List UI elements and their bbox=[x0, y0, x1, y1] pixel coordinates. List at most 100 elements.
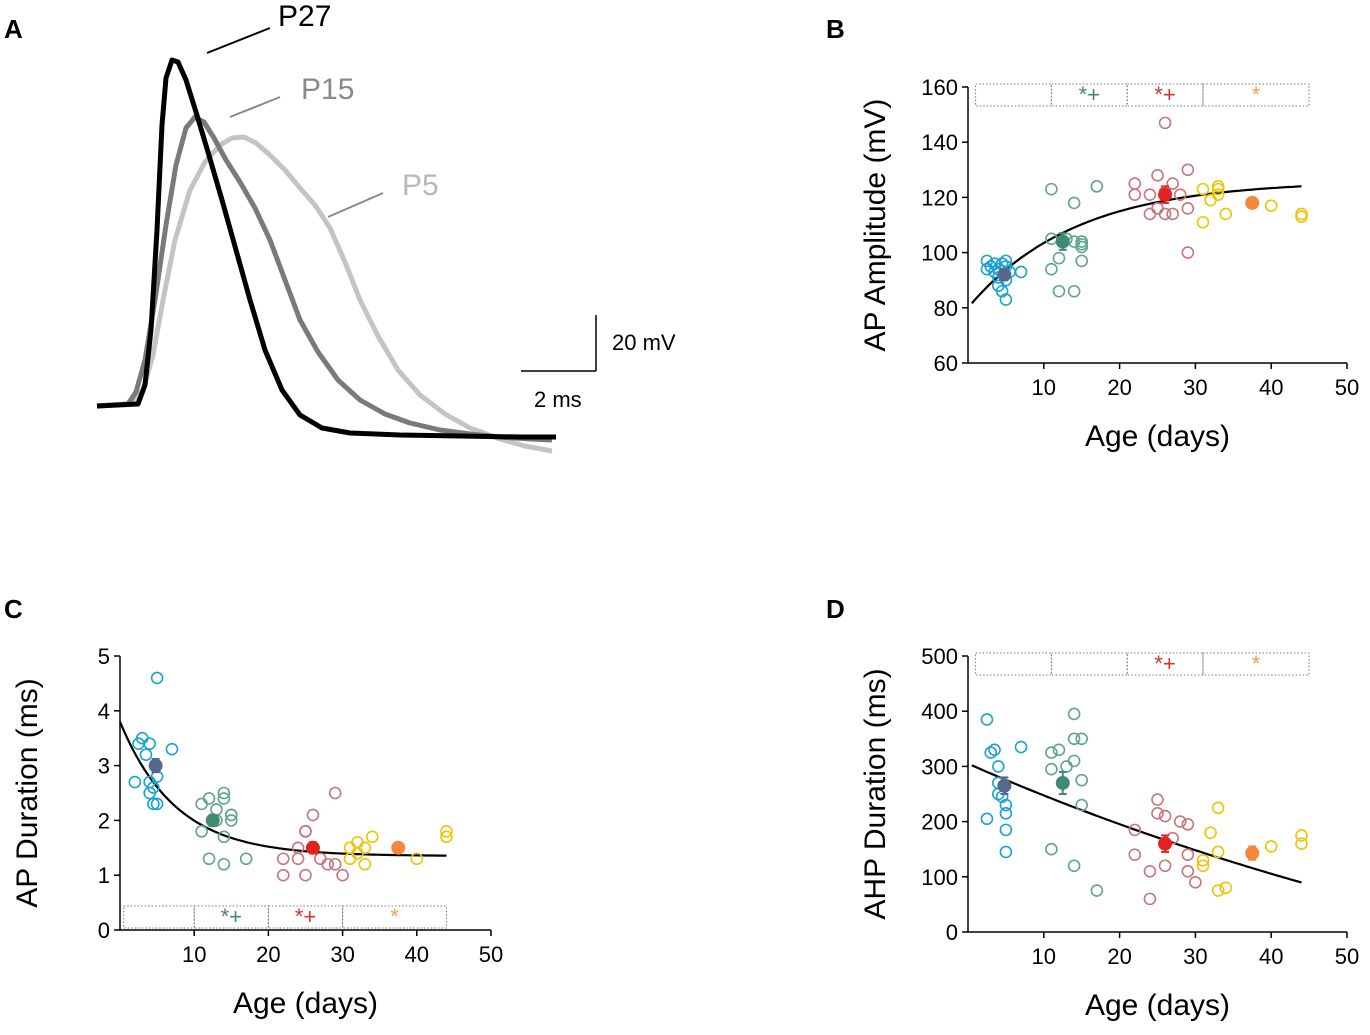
data-point-p27 bbox=[1128, 177, 1142, 190]
chart-ahp-duration: 0 100 200 300 400 500 10 20 30 40 50 Age (days) AHP … bbox=[859, 644, 1359, 1022]
data-point-p5 bbox=[147, 797, 160, 811]
trace-p27 bbox=[96, 57, 556, 440]
trace-p5 bbox=[96, 134, 553, 454]
data-point-p27 bbox=[276, 852, 290, 866]
data-point-p27 bbox=[299, 868, 312, 882]
data-point-p5 bbox=[150, 797, 164, 811]
data-point-p15 bbox=[1075, 254, 1088, 268]
data-point-adult bbox=[1204, 826, 1217, 839]
y-tick-label: 200 bbox=[921, 810, 958, 835]
y-tick-label: 100 bbox=[921, 241, 958, 266]
data-point-p27 bbox=[336, 868, 349, 882]
y-tick-label: 120 bbox=[921, 185, 958, 210]
data-point-adult bbox=[1196, 215, 1210, 229]
data-point-p27 bbox=[1181, 818, 1195, 831]
data-point-p27 bbox=[1173, 188, 1187, 201]
data-point-p27 bbox=[1158, 809, 1172, 823]
data-point-p27 bbox=[328, 786, 342, 800]
x-tick-label: 40 bbox=[1259, 375, 1283, 400]
data-point-p15 bbox=[217, 786, 231, 800]
data-point-p15 bbox=[1075, 732, 1088, 746]
data-point-adult bbox=[351, 836, 364, 849]
trace-label-line-p15 bbox=[229, 96, 281, 118]
x-tick-label: 30 bbox=[330, 942, 354, 967]
data-point-p15 bbox=[195, 797, 208, 811]
data-point-adult bbox=[1219, 207, 1233, 221]
x-axis-title: Age (days) bbox=[1085, 989, 1230, 1022]
x-tick-label: 50 bbox=[1335, 375, 1359, 400]
significance-box bbox=[1050, 652, 1128, 676]
data-point-p27 bbox=[321, 857, 335, 871]
data-point-p15 bbox=[1045, 746, 1058, 759]
scale-label-voltage: 20 mV bbox=[612, 330, 676, 355]
x-tick-label: 30 bbox=[1183, 375, 1207, 400]
chart-ap-duration: 0 1 2 3 4 5 10 20 30 40 50 Age (days) AP Duration (m… bbox=[11, 644, 503, 1020]
data-point-p15 bbox=[1067, 707, 1081, 721]
significance-box bbox=[975, 83, 1052, 107]
x-tick-label: 50 bbox=[1335, 944, 1359, 969]
panel-label-d: D bbox=[826, 594, 845, 624]
data-point-p5 bbox=[999, 845, 1013, 859]
fit-curve bbox=[971, 764, 1302, 884]
data-point-p15 bbox=[202, 792, 216, 805]
x-tick-label: 20 bbox=[1107, 944, 1131, 969]
data-point-p27 bbox=[1158, 116, 1172, 130]
data-point-p15 bbox=[1045, 762, 1058, 776]
mean-point-p5 bbox=[148, 758, 163, 773]
data-point-adult bbox=[1211, 801, 1225, 815]
data-point-p5 bbox=[139, 748, 153, 761]
mean-point-adult bbox=[1245, 195, 1260, 210]
data-point-p15 bbox=[1067, 859, 1081, 873]
x-tick-label: 30 bbox=[1183, 944, 1207, 969]
y-tick-label: 100 bbox=[921, 865, 958, 890]
y-tick-label: 2 bbox=[98, 808, 110, 833]
data-point-p27 bbox=[1128, 848, 1142, 862]
data-point-p27 bbox=[1181, 202, 1195, 215]
data-point-p27 bbox=[291, 852, 305, 866]
significance-box bbox=[267, 905, 344, 929]
data-point-adult bbox=[1295, 837, 1308, 850]
data-point-p15 bbox=[202, 852, 216, 866]
data-point-adult bbox=[1264, 199, 1278, 212]
data-point-p27 bbox=[1158, 207, 1172, 221]
data-point-p15 bbox=[217, 857, 231, 871]
data-point-p15 bbox=[1090, 180, 1104, 193]
x-tick-label: 40 bbox=[1259, 944, 1283, 969]
y-tick-label: 160 bbox=[921, 75, 958, 100]
significance-box bbox=[193, 905, 269, 929]
data-point-p27 bbox=[291, 841, 305, 855]
significance-marker: *+ bbox=[295, 904, 316, 929]
data-point-p27 bbox=[1158, 859, 1172, 873]
data-point-p15 bbox=[1052, 284, 1066, 298]
data-point-adult bbox=[358, 857, 372, 871]
data-point-p27 bbox=[1189, 876, 1202, 889]
data-point-adult bbox=[1196, 859, 1210, 873]
data-point-p15 bbox=[225, 814, 238, 827]
data-point-p15 bbox=[1045, 182, 1058, 196]
data-point-p5 bbox=[165, 742, 179, 756]
data-point-p27 bbox=[1143, 892, 1157, 906]
trace-label-line-p27 bbox=[206, 27, 271, 54]
data-point-adult bbox=[1196, 853, 1210, 867]
data-point-p27 bbox=[1181, 848, 1195, 862]
data-point-p5 bbox=[992, 760, 1005, 773]
y-tick-label: 0 bbox=[946, 920, 958, 945]
data-point-p5 bbox=[980, 812, 994, 826]
data-point-adult bbox=[1204, 193, 1217, 207]
mean-point-p15 bbox=[205, 813, 220, 828]
y-tick-label: 400 bbox=[921, 699, 958, 724]
data-point-p27 bbox=[299, 825, 312, 838]
x-tick-label: 50 bbox=[479, 942, 503, 967]
y-tick-label: 3 bbox=[98, 754, 110, 779]
data-point-p5 bbox=[128, 775, 142, 789]
data-point-p15 bbox=[225, 808, 238, 822]
data-point-p15 bbox=[1060, 760, 1073, 773]
significance-marker: *+ bbox=[1154, 651, 1175, 676]
mean-point-p27 bbox=[1158, 836, 1173, 851]
data-point-p27 bbox=[314, 852, 327, 866]
scale-label-time: 2 ms bbox=[534, 387, 582, 412]
data-point-p15 bbox=[1045, 262, 1058, 276]
data-point-p15 bbox=[1067, 196, 1081, 210]
trace-label-p15: P15 bbox=[301, 73, 354, 106]
significance-box bbox=[1202, 83, 1310, 107]
